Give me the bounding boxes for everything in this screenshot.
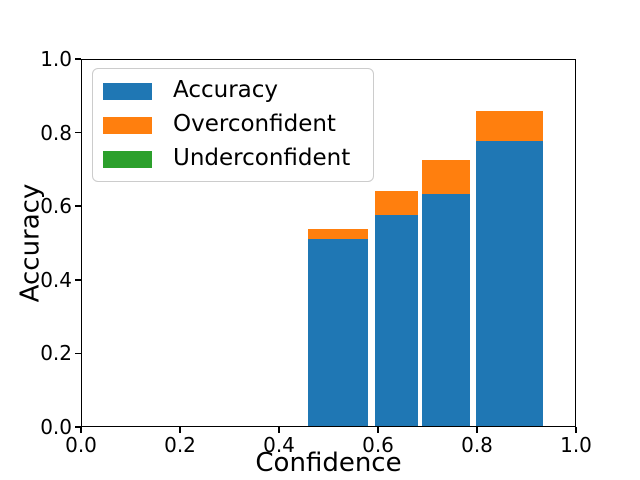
x-tick-label-1: 0.2 <box>164 433 196 457</box>
x-tick-mark-3 <box>377 427 379 433</box>
bar-segment-overconfident-2 <box>374 191 419 215</box>
bar-segment-accuracy-3 <box>422 193 470 426</box>
y-tick-label-1: 0.2 <box>40 341 72 366</box>
legend-item-overconfident: Overconfident <box>103 111 373 138</box>
y-tick-label-2: 0.4 <box>40 267 72 292</box>
bar-segment-accuracy-1 <box>308 238 368 426</box>
x-tick-mark-1 <box>179 427 181 433</box>
legend-item-accuracy: Accuracy <box>103 77 373 104</box>
y-tick-mark-2 <box>75 279 81 281</box>
x-tick-label-0: 0.0 <box>65 433 97 457</box>
bar-segment-overconfident-4 <box>476 110 544 142</box>
legend-label: Underconfident <box>173 145 351 172</box>
x-tick-mark-0 <box>80 427 82 433</box>
y-tick-mark-4 <box>75 131 81 134</box>
y-tick-mark-0 <box>75 426 81 428</box>
y-tick-label-4: 0.8 <box>40 120 72 145</box>
legend-swatch-overconfident <box>103 116 152 134</box>
bar-segment-overconfident-3 <box>422 160 470 194</box>
bar-segment-accuracy-2 <box>374 214 419 426</box>
y-tick-mark-3 <box>75 205 81 207</box>
legend-swatch-underconfident <box>103 150 152 168</box>
y-tick-mark-1 <box>75 352 81 355</box>
y-tick-label-0: 0.0 <box>40 415 72 439</box>
legend-label: Overconfident <box>173 111 336 138</box>
bar-segment-accuracy-4 <box>476 141 544 426</box>
x-tick-mark-4 <box>476 427 478 433</box>
x-tick-label-2: 0.4 <box>263 433 295 457</box>
legend: Accuracy Overconfident Underconfident <box>92 68 374 182</box>
y-tick-label-3: 0.6 <box>40 194 72 219</box>
x-axis-label: Confidence <box>255 448 402 478</box>
legend-item-underconfident: Underconfident <box>103 145 373 172</box>
y-axis-label: Accuracy <box>15 183 46 303</box>
x-tick-mark-5 <box>575 427 577 433</box>
legend-swatch-accuracy <box>103 82 152 100</box>
plot-area: Accuracy Overconfident Underconfident <box>81 59 576 427</box>
legend-label: Accuracy <box>173 77 279 104</box>
y-tick-mark-5 <box>75 58 81 60</box>
x-tick-label-4: 0.8 <box>461 433 493 457</box>
y-tick-label-5: 1.0 <box>40 47 72 71</box>
bar-segment-overconfident-1 <box>308 228 368 239</box>
x-tick-label-3: 0.6 <box>362 433 394 457</box>
x-tick-label-5: 1.0 <box>560 433 592 457</box>
x-tick-mark-2 <box>278 427 280 433</box>
